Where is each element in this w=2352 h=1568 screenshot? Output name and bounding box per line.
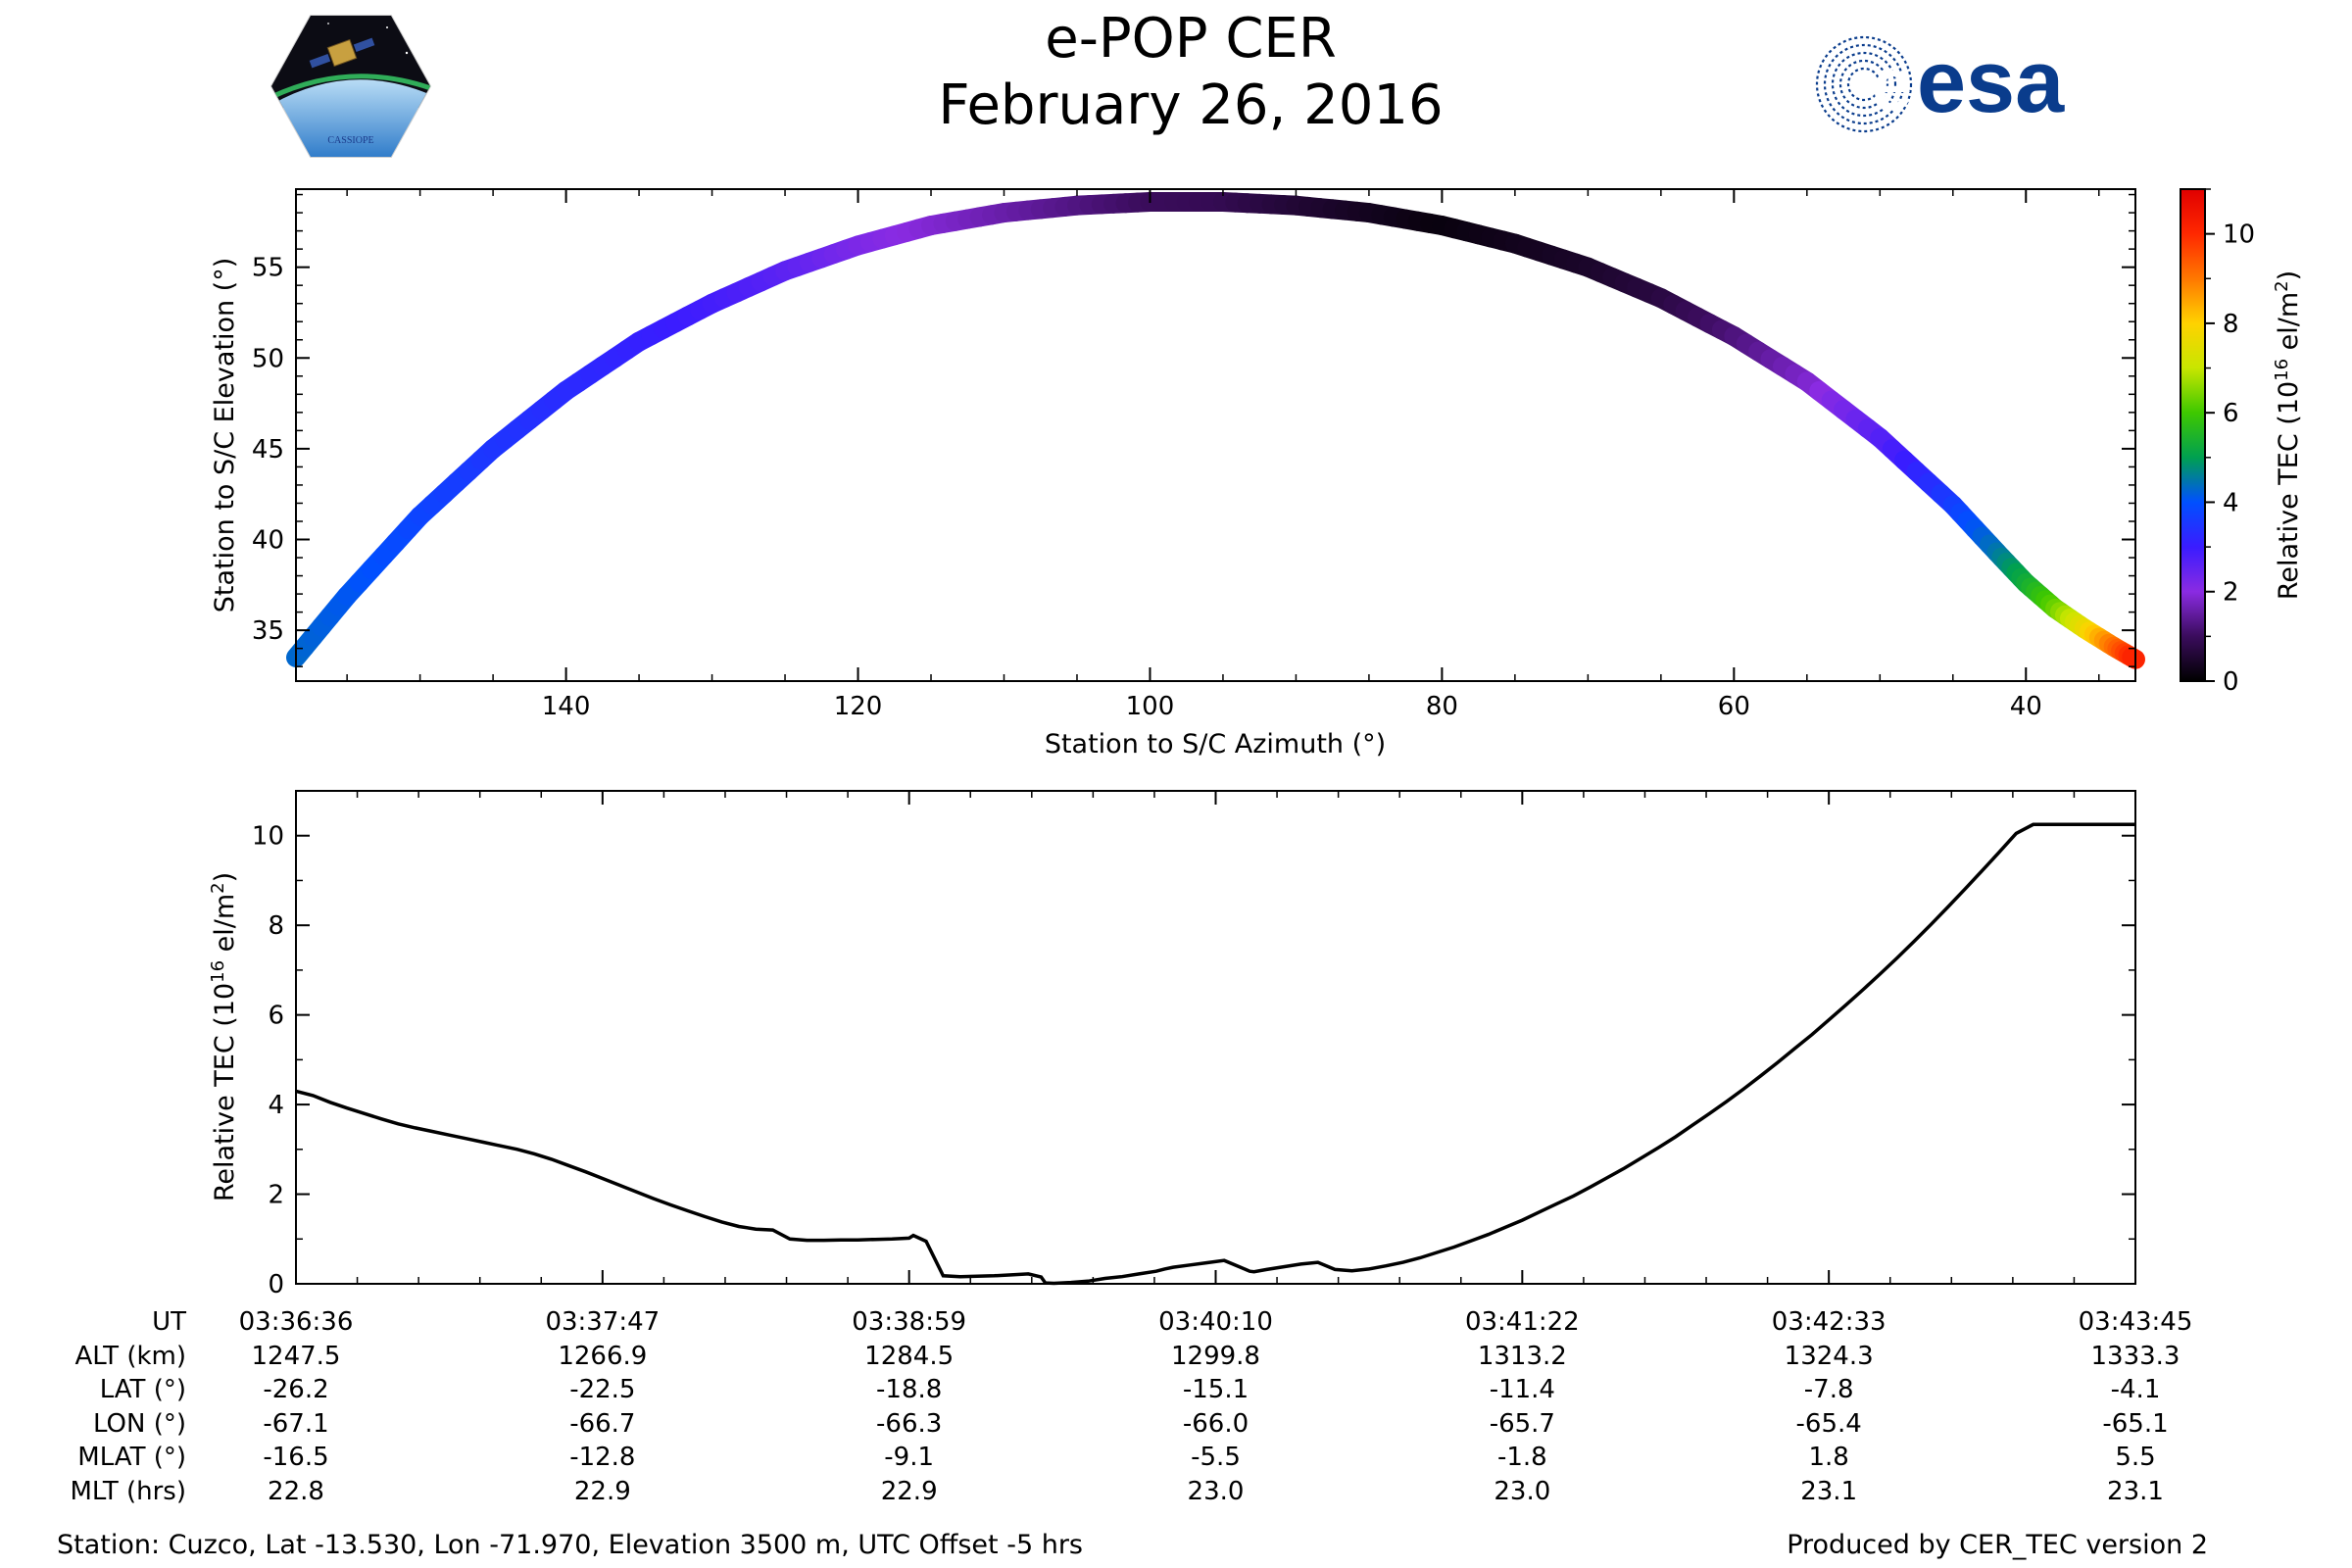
table-row-label: MLAT (°) [77,1443,186,1472]
y-tick-label: 45 [252,435,284,465]
table-cell: 1247.5 [252,1342,341,1371]
table-cell: 03:40:10 [1158,1307,1273,1337]
table-cell: -65.1 [2102,1409,2168,1439]
table-cell: 03:37:47 [545,1307,660,1337]
table-cell: 03:43:45 [2079,1307,2193,1337]
table-row-label: ALT (km) [74,1342,186,1371]
colorbar-gradient [2180,188,2206,682]
table-cell: 23.1 [1800,1477,1857,1506]
colorbar-tick-label: 0 [2223,667,2239,697]
title-block: e-POP CER February 26, 2016 [686,6,1695,139]
x-tick-label: 100 [1126,692,1175,721]
table-cell: 23.0 [1188,1477,1245,1506]
table-cell: 1324.3 [1785,1342,1874,1371]
table-cell: 22.9 [881,1477,938,1506]
table-cell: -1.8 [1497,1443,1547,1472]
esa-logo: e esa [1815,33,2065,133]
table-row-label: LAT (°) [100,1375,186,1404]
y-tick-label: 8 [268,911,284,941]
table-cell: -66.3 [876,1409,942,1439]
colorbar-tick-label: 4 [2223,488,2239,517]
colorbar: 0 2 4 6 8 10 Relative TEC (1016 el/m2) [2180,188,2304,697]
y-tick-label: 40 [252,526,284,556]
table-cell: -11.4 [1490,1375,1555,1404]
plot2-frame [295,790,2136,1285]
table-row-label: MLT (hrs) [71,1477,187,1506]
x-tick-label: 140 [542,692,591,721]
y-tick-label: 2 [268,1181,284,1210]
table-cell: -16.5 [263,1443,328,1472]
table-cell: -26.2 [263,1375,328,1404]
table-cell: -7.8 [1804,1375,1854,1404]
table-cell: 1266.9 [558,1342,647,1371]
colorbar-tick-label: 8 [2223,310,2239,339]
colorbar-tick-label: 10 [2223,220,2255,250]
tec-series-line [295,822,2135,1286]
table-cell: 03:42:33 [1772,1307,1886,1337]
table-cell: -12.8 [569,1443,635,1472]
footer-station: Station: Cuzco, Lat -13.530, Lon -71.970… [57,1530,1083,1560]
x-tick-label: 60 [1718,692,1750,721]
time-table: UT ALT (km) LAT (°) LON (°) MLAT (°) MLT (hrs… [71,1307,2193,1506]
plot1-frame [295,188,2136,682]
table-cell: 1313.2 [1478,1342,1567,1371]
table-cell: 03:41:22 [1465,1307,1580,1337]
table-cell: 1299.8 [1171,1342,1260,1371]
table-cell: 23.1 [2107,1477,2164,1506]
x-tick-label: 40 [2010,692,2042,721]
table-row-label: UT [152,1307,186,1337]
table-cell: -22.5 [569,1375,635,1404]
table-cell: 22.9 [574,1477,631,1506]
elevation-azimuth-plot: 140 120 100 80 60 40 35 40 45 50 55 Station to S/C… [210,188,2145,760]
esa-logo-e: e [1872,44,1912,125]
plot2-ylabel: Relative TEC (1016 el/m2) [208,872,240,1201]
y-tick-label: 6 [268,1002,284,1031]
y-tick-label: 55 [252,254,284,283]
colorbar-tick-label: 2 [2223,578,2239,608]
y-tick-label: 10 [252,822,284,852]
y-tick-label: 4 [268,1091,284,1120]
page-title: e-POP CER [1045,7,1337,71]
table-cell: 23.0 [1494,1477,1550,1506]
table-cell: -4.1 [2111,1375,2161,1404]
colorbar-ticks: 0 2 4 6 8 10 [2205,188,2255,697]
y-tick-label: 0 [268,1270,284,1299]
table-row-label: LON (°) [93,1409,186,1439]
table-cell: 1333.3 [2091,1342,2180,1371]
colorbar-label: Relative TEC (1016 el/m2) [2272,270,2304,600]
page-date: February 26, 2016 [938,74,1444,137]
footer-produced: Produced by CER_TEC version 2 [1787,1530,2208,1560]
table-cell: -5.5 [1191,1443,1241,1472]
track-layer [286,191,2145,669]
plot1-xlabel: Station to S/C Azimuth (°) [1045,729,1386,760]
tec-time-plot: 0 2 4 6 8 10 Relative TEC (1016 el/m2) [208,790,2136,1299]
table-cell: 1.8 [1808,1443,1848,1472]
x-tick-label: 80 [1426,692,1458,721]
table-cell: 5.5 [2115,1443,2155,1472]
cassiope-logo: CASSIOPE [270,15,432,158]
table-cell: -9.1 [884,1443,934,1472]
table-cell: 03:38:59 [852,1307,966,1337]
y-tick-label: 35 [252,616,284,646]
table-cell: -67.1 [263,1409,328,1439]
colorbar-tick-label: 6 [2223,399,2239,428]
table-cell: 1284.5 [864,1342,954,1371]
plot1-ticks: 140 120 100 80 60 40 35 40 45 50 55 [252,189,2135,721]
y-tick-label: 50 [252,344,284,373]
plot1-ylabel: Station to S/C Elevation (°) [210,258,240,613]
table-cell: -15.1 [1183,1375,1249,1404]
table-cell: -66.7 [569,1409,635,1439]
table-cell: -18.8 [876,1375,942,1404]
esa-logo-text: esa [1917,33,2065,131]
table-cell: -65.4 [1796,1409,1862,1439]
table-cell: -66.0 [1183,1409,1249,1439]
cassiope-logo-text: CASSIOPE [327,135,373,146]
table-cell: -65.7 [1490,1409,1555,1439]
x-tick-label: 120 [834,692,883,721]
table-cell: 22.8 [268,1477,324,1506]
table-cell: 03:36:36 [239,1307,354,1337]
plot2-ticks: 0 2 4 6 8 10 [252,790,2136,1299]
